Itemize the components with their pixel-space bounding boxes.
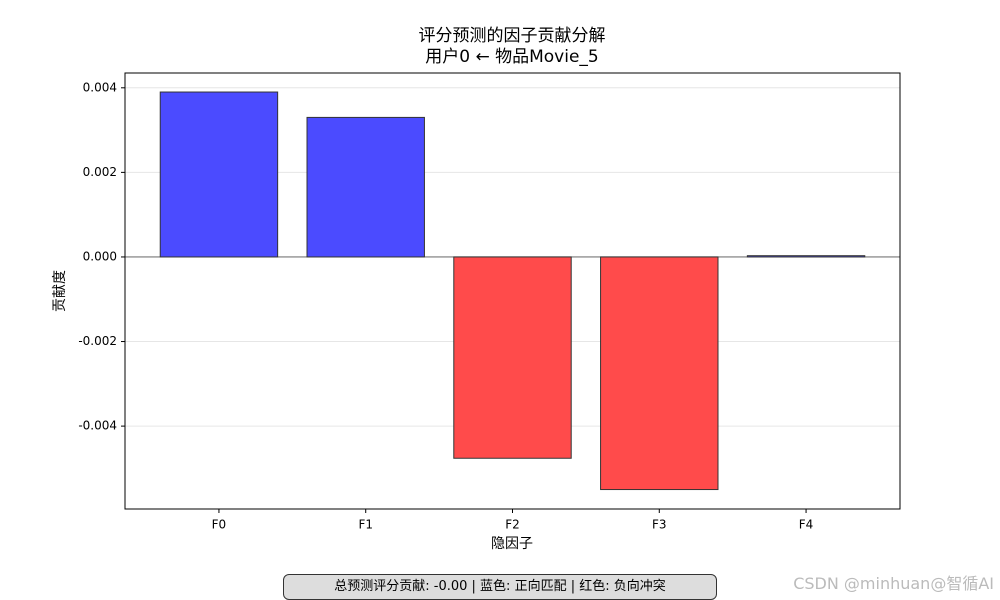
x-axis-label: 隐因子 [491, 536, 533, 552]
y-axis-label: 贡献度 [52, 270, 68, 312]
chart-subtitle: 用户0 ← 物品Movie_5 [425, 47, 599, 67]
x-tick-label: F2 [505, 518, 520, 532]
y-tick-label: 0.002 [83, 165, 117, 179]
x-tick-label: F1 [358, 518, 373, 532]
bar [600, 256, 719, 491]
x-tick-label: F0 [212, 518, 227, 532]
x-tick-label: F3 [652, 518, 667, 532]
annotation: 总预测评分贡献: -0.00 | 蓝色: 正向匹配 | 红色: 负向冲突 [283, 574, 717, 600]
bar [453, 256, 572, 459]
y-tick-label: -0.002 [78, 334, 117, 348]
y-tick-label: -0.004 [78, 419, 117, 433]
plot-frame [124, 72, 901, 510]
x-tick-label: F4 [799, 518, 814, 532]
bar [746, 255, 866, 258]
y-tick-label: 0.004 [83, 80, 117, 94]
y-tick-label: 0.000 [83, 249, 117, 263]
watermark: CSDN @minhuan@智循AI [793, 574, 994, 593]
chart-title: 评分预测的因子贡献分解 [419, 26, 606, 46]
bar [306, 116, 425, 258]
bar [159, 91, 279, 258]
